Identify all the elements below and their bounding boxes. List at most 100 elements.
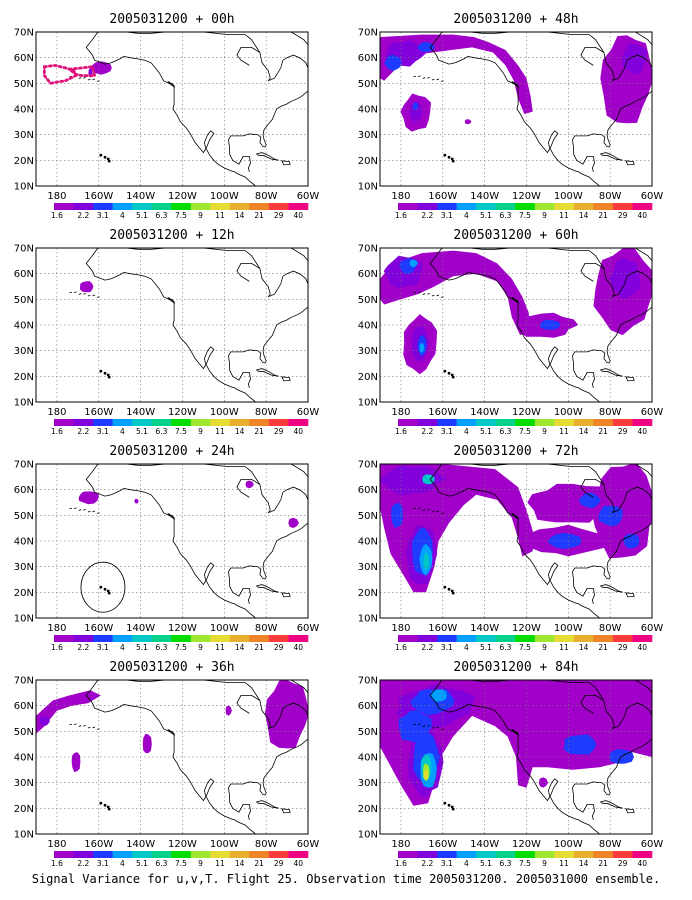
colorbar-level-label: 40 — [293, 427, 303, 436]
gridlines — [380, 32, 652, 186]
lat-tick-label: 20N — [358, 156, 378, 167]
colorbar-level-label: 2.2 — [77, 643, 89, 652]
island-outline — [167, 728, 176, 736]
island-outline — [443, 801, 447, 805]
island-outline — [431, 726, 435, 729]
lat-tick-label: 70N — [358, 676, 378, 687]
island-outline — [167, 296, 176, 304]
colorbar-swatch — [515, 203, 536, 210]
colorbar-level-label: 40 — [637, 643, 647, 652]
lon-tick-label: 60W — [641, 191, 664, 202]
highlight-circle — [80, 561, 126, 613]
lon-tick-label: 60W — [641, 407, 664, 418]
island-outline — [447, 587, 451, 591]
lat-tick-label: 70N — [358, 460, 378, 471]
lon-tick-label: 180 — [47, 407, 66, 418]
colorbar-level-label: 7.5 — [519, 427, 531, 436]
colorbar-level-label: 5.1 — [136, 643, 148, 652]
island-outline — [436, 510, 440, 513]
colorbar-level-label: 14 — [579, 211, 589, 220]
variance-contour — [538, 777, 549, 788]
island-outline — [87, 726, 91, 729]
colorbar-level-label: 9 — [542, 859, 547, 868]
island-outline — [431, 294, 435, 297]
lon-tick-label: 160W — [428, 839, 457, 850]
island-outline — [450, 157, 454, 161]
island-outline — [73, 291, 77, 294]
coastline — [69, 248, 308, 402]
coastline — [413, 464, 652, 618]
colorbar-level-label: 14 — [579, 859, 589, 868]
colorbar-swatch — [437, 851, 457, 858]
variance-contour — [409, 259, 418, 268]
island-outline — [69, 291, 73, 294]
island-outline — [440, 80, 444, 82]
colorbar-level-label: 6.3 — [499, 211, 511, 220]
island-outline — [436, 294, 440, 297]
colorbar-swatch — [171, 419, 192, 426]
coastline-segment — [572, 306, 652, 388]
colorbar-swatch — [495, 851, 516, 858]
variance-contour — [134, 498, 139, 504]
island-outline — [106, 157, 110, 161]
lon-tick-label: 80W — [599, 839, 622, 850]
island-outline — [599, 584, 623, 593]
island-outline — [427, 725, 430, 727]
colorbar-swatch — [151, 635, 172, 642]
lon-tick-label: 60W — [297, 839, 320, 850]
colorbar-swatch — [210, 851, 231, 858]
colorbar-swatch — [190, 203, 211, 210]
coastline-segment — [290, 32, 308, 46]
lon-tick-label: 120W — [168, 623, 197, 634]
lat-tick-label: 40N — [358, 105, 378, 116]
colorbar-swatch — [456, 851, 477, 858]
variance-contour — [142, 733, 152, 754]
island-outline — [69, 723, 73, 726]
island-outline — [625, 808, 635, 814]
colorbar-swatch — [534, 635, 555, 642]
colorbar-swatch — [112, 203, 133, 210]
island-outline — [443, 153, 447, 157]
variance-contour — [417, 42, 435, 53]
lat-tick-label: 30N — [14, 562, 34, 573]
lat-tick-label: 20N — [14, 372, 34, 383]
signal-variance-field — [80, 281, 94, 293]
colorbar-swatch — [612, 203, 633, 210]
lon-tick-label: 160W — [84, 623, 113, 634]
island-outline — [413, 507, 417, 510]
colorbar-swatch — [73, 635, 94, 642]
colorbar-level-label: 5.1 — [480, 859, 492, 868]
lat-tick-label: 30N — [14, 346, 34, 357]
coastline-segment — [580, 695, 605, 714]
island-outline — [69, 507, 73, 510]
variance-contour — [464, 119, 472, 125]
colorbar-level-label: 14 — [235, 211, 245, 220]
island-outline — [422, 77, 426, 79]
colorbar-level-label: 11 — [559, 427, 569, 436]
colorbar-level-label: 29 — [274, 859, 284, 868]
island-outline — [103, 803, 107, 807]
lon-tick-label: 160W — [84, 191, 113, 202]
island-outline — [450, 589, 454, 593]
island-outline — [417, 75, 421, 78]
coastline-segment — [572, 738, 652, 820]
variance-contour — [423, 552, 430, 570]
coastline-segment — [580, 262, 605, 282]
colorbar-swatch — [171, 635, 192, 642]
colorbar-swatch — [151, 851, 172, 858]
map-panel: 2005031200 + 12h 70N 60N 50N 40N 30N 20N 10N 180… — [14, 228, 320, 436]
island-outline — [73, 507, 77, 510]
lat-tick-label: 70N — [358, 28, 378, 39]
panel-title: 2005031200 + 48h — [453, 12, 578, 27]
colorbar-swatch — [190, 419, 211, 426]
island-outline — [78, 725, 82, 727]
lat-tick-label: 70N — [358, 244, 378, 255]
colorbar-level-label: 1.6 — [395, 643, 407, 652]
colorbar-level-label: 21 — [598, 859, 608, 868]
variance-contour — [80, 281, 94, 293]
island-outline — [106, 805, 110, 809]
panel-frame — [379, 247, 653, 403]
panel-frame — [379, 463, 653, 619]
island-outline — [599, 152, 623, 161]
